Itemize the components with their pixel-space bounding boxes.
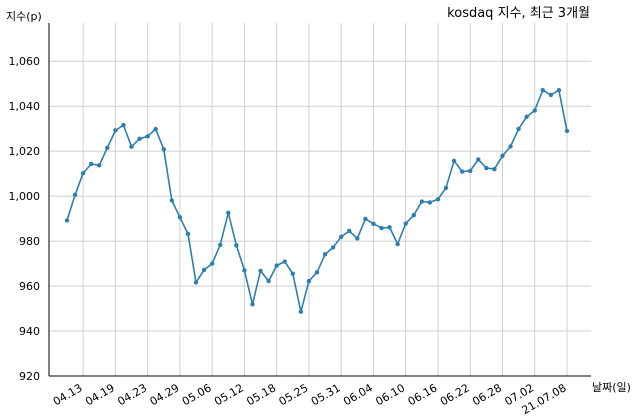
data-point: [145, 134, 150, 139]
y-tick-label: 1,000: [9, 190, 41, 203]
data-point: [363, 216, 368, 222]
data-point: [387, 225, 392, 230]
data-point: [113, 128, 118, 133]
data-point: [153, 126, 158, 132]
data-point: [540, 88, 546, 93]
axes: [48, 23, 591, 377]
data-point: [226, 210, 231, 215]
x-tick-label: 05.18: [244, 381, 278, 408]
data-point: [500, 153, 505, 159]
data-point: [532, 108, 537, 113]
series-line: [66, 89, 568, 313]
data-point: [371, 221, 376, 226]
data-point: [459, 169, 465, 174]
data-point: [306, 278, 312, 284]
x-tick-label: 04.23: [115, 381, 149, 408]
data-point: [209, 261, 215, 266]
data-point: [322, 252, 328, 257]
data-point: [72, 192, 78, 197]
data-point: [347, 228, 352, 234]
x-tick-label: 04.19: [83, 381, 117, 408]
x-axis-label: 날짜(일): [592, 380, 631, 394]
data-point: [201, 267, 207, 273]
chart-title: kosdaq 지수, 최근 3개월: [447, 6, 590, 21]
data-point: [105, 145, 110, 150]
y-tick-label: 1,020: [9, 145, 41, 158]
data-point: [88, 161, 94, 167]
data-point: [395, 241, 400, 247]
data-point: [64, 218, 70, 223]
x-tick-label: 05.06: [180, 381, 214, 408]
grid: [49, 23, 591, 376]
data-point: [97, 163, 102, 168]
data-point: [169, 198, 175, 203]
data-point: [80, 170, 86, 176]
data-point: [161, 147, 166, 152]
data-point: [185, 231, 191, 237]
data-point: [121, 122, 126, 128]
data-point: [492, 166, 497, 172]
data-point: [556, 88, 562, 93]
data-point: [242, 268, 247, 273]
y-tick-labels: 920 940 960 980 1,000 1,020 1,040 1,060: [9, 55, 41, 383]
series: [66, 89, 568, 313]
data-point: [564, 128, 570, 134]
data-point: [443, 185, 449, 191]
data-point: [468, 168, 473, 174]
data-point: [403, 221, 408, 226]
x-tick-label: 05.12: [212, 381, 246, 408]
data-point: [282, 259, 287, 264]
x-tick-label: 05.25: [277, 381, 311, 408]
y-tick-label: 960: [19, 280, 40, 293]
x-tick-label: 05.31: [309, 381, 343, 408]
y-tick-label: 940: [19, 325, 40, 338]
data-point: [524, 114, 529, 119]
data-point: [435, 197, 441, 202]
data-point: [266, 278, 271, 284]
x-tick-labels: 04.1304.1904.2304.2905.0605.1205.1805.25…: [51, 381, 569, 417]
y-tick-label: 1,060: [9, 55, 41, 68]
x-tick-label: 06.16: [406, 381, 440, 408]
x-tick-label: 04.13: [51, 381, 85, 408]
data-point: [419, 199, 425, 204]
data-point: [234, 243, 239, 248]
x-tick-label: 06.04: [341, 381, 375, 408]
y-tick-label: 1,040: [9, 100, 41, 113]
x-tick-label: 06.22: [438, 381, 472, 408]
data-point: [548, 92, 554, 98]
data-point: [476, 157, 481, 162]
data-point: [379, 225, 384, 231]
data-point: [177, 215, 183, 220]
data-point: [290, 271, 296, 276]
data-point: [129, 144, 134, 149]
data-point: [516, 126, 521, 132]
data-point: [451, 158, 457, 164]
data-point: [314, 270, 320, 275]
data-point: [484, 165, 489, 171]
y-tick-label: 920: [19, 370, 40, 383]
x-tick-label: 04.29: [148, 381, 182, 408]
data-point: [193, 280, 199, 285]
data-point: [355, 236, 360, 241]
x-tick-label: 06.10: [373, 381, 407, 408]
data-point: [427, 200, 433, 205]
y-axis-label: 지수(p): [6, 10, 42, 23]
data-point: [258, 268, 263, 273]
data-point: [137, 136, 142, 141]
data-point: [298, 309, 304, 314]
data-points: [64, 88, 570, 314]
data-point: [274, 263, 279, 268]
data-point: [250, 302, 255, 307]
data-point: [338, 234, 344, 240]
data-point: [330, 245, 336, 250]
data-point: [508, 144, 513, 149]
y-tick-label: 980: [19, 235, 40, 248]
data-point: [218, 242, 223, 248]
data-point: [411, 213, 416, 218]
x-tick-label: 06.28: [470, 381, 504, 408]
